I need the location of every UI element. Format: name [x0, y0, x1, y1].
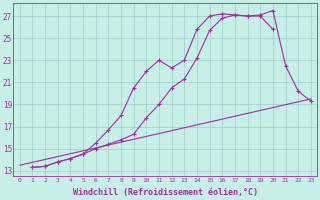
X-axis label: Windchill (Refroidissement éolien,°C): Windchill (Refroidissement éolien,°C)	[73, 188, 258, 197]
